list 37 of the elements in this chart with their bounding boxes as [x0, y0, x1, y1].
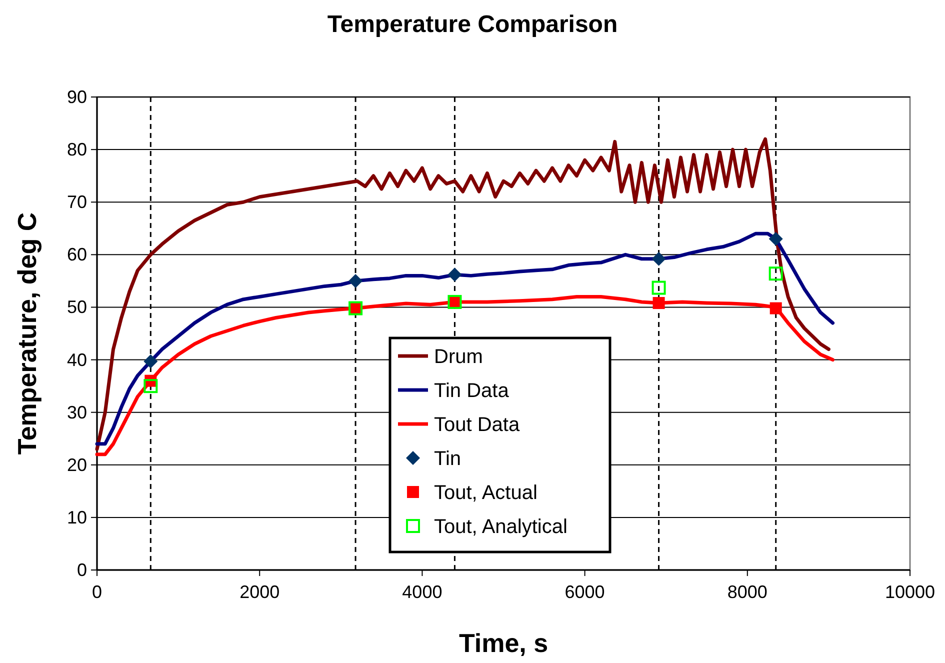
x-axis-title: Time, s — [458, 628, 548, 658]
y-axis-title: Temperature, deg C — [12, 212, 42, 455]
point — [652, 280, 666, 295]
y-tick-label: 10 — [66, 507, 87, 528]
point — [768, 232, 783, 246]
y-tick-label: 90 — [66, 87, 87, 107]
point — [652, 297, 665, 310]
point — [348, 274, 363, 288]
legend-label: Tout, Analytical — [434, 516, 568, 538]
y-tick-label: 0 — [76, 560, 87, 580]
x-tick-label: 10000 — [884, 582, 936, 602]
legend-label: Tout, Actual — [434, 482, 538, 504]
x-tick-label: 6000 — [564, 582, 605, 602]
y-tick-label: 30 — [66, 402, 87, 422]
y-tick-label: 40 — [66, 350, 87, 370]
y-tick-label: 70 — [66, 192, 87, 212]
y-tick-label: 50 — [66, 297, 87, 318]
point — [448, 268, 462, 282]
line-series — [95, 232, 835, 446]
point — [144, 379, 158, 394]
x-tick-label: 8000 — [727, 582, 768, 602]
point — [144, 354, 158, 368]
point — [652, 252, 666, 266]
y-tick-label: 20 — [66, 454, 87, 475]
point — [768, 266, 783, 281]
x-tick-label: 4000 — [402, 582, 442, 602]
legend-label: Drum — [434, 346, 483, 368]
x-tick-label: 2000 — [240, 582, 280, 602]
legend-label: Tin — [434, 448, 462, 470]
point — [770, 302, 782, 314]
y-tick-label: 60 — [66, 244, 87, 265]
x-tick-label: 0 — [92, 582, 102, 602]
legend-label: Tin Data — [434, 380, 510, 402]
line-series — [95, 137, 830, 451]
legend-label: Tout Data — [434, 414, 520, 436]
y-tick-label: 80 — [66, 140, 87, 160]
chart-title: Temperature Comparison — [327, 11, 618, 38]
